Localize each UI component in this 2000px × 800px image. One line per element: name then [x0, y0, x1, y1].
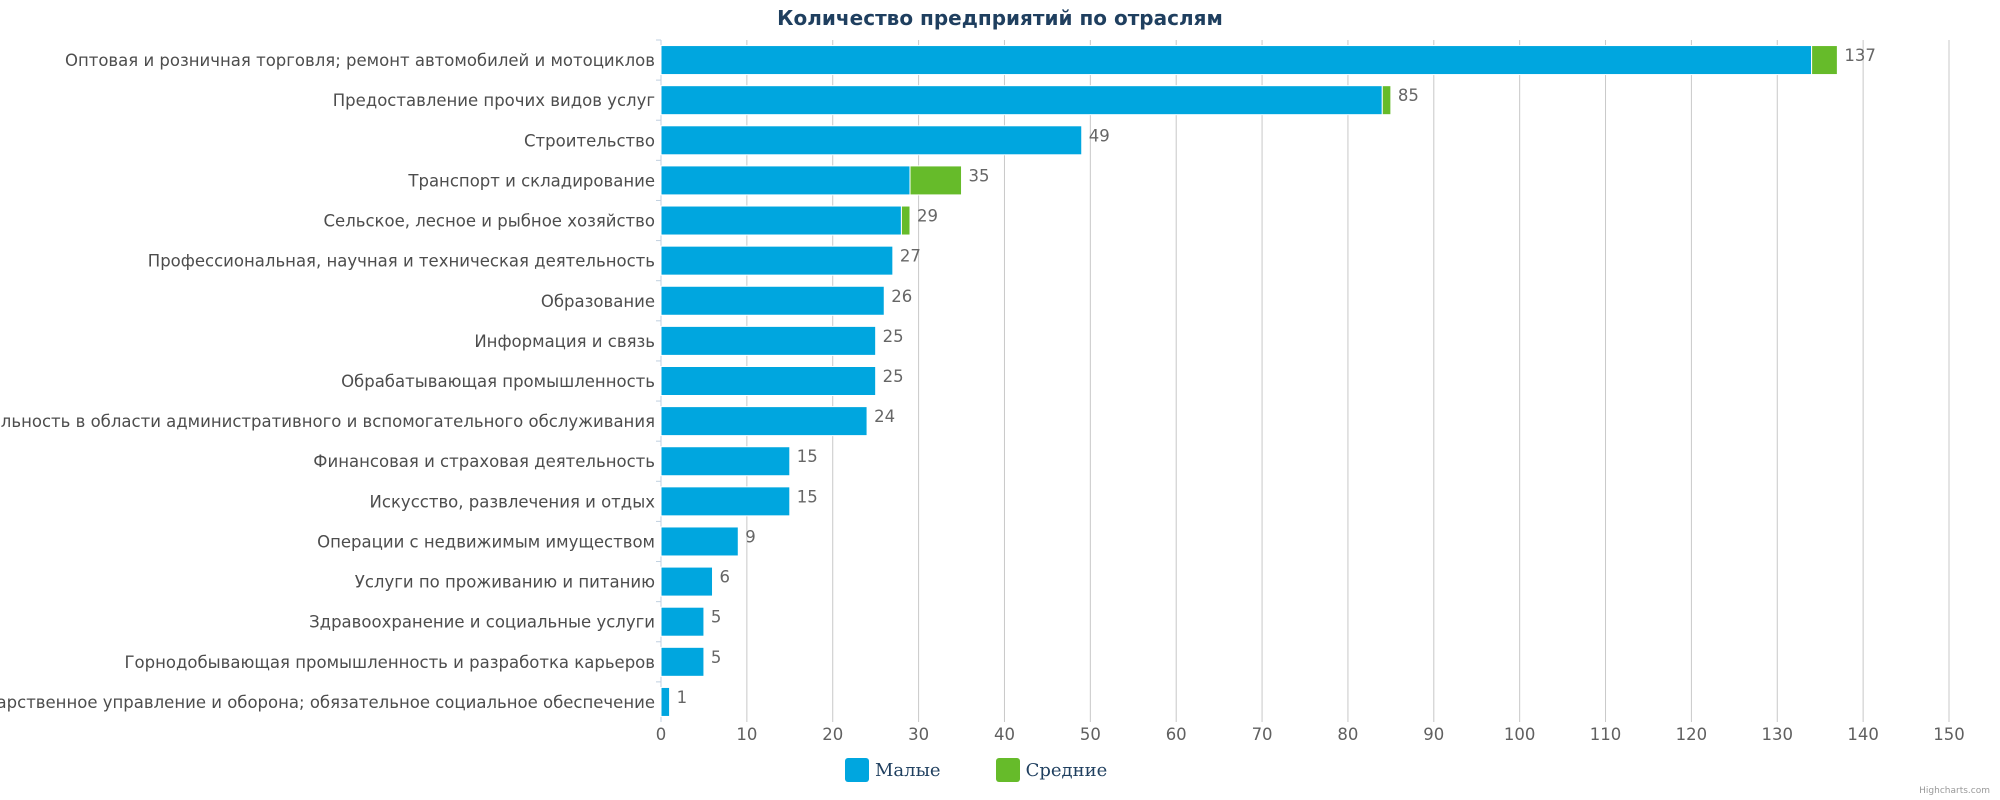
x-tick-label: 130 — [1762, 725, 1794, 744]
data-label: 24 — [874, 407, 895, 426]
legend-label-medium: Средние — [1025, 759, 1108, 781]
data-label: 29 — [917, 207, 938, 226]
bar-small[interactable] — [660, 686, 671, 717]
bar-small[interactable] — [660, 205, 902, 236]
category-label: Деятельность в области административного… — [0, 412, 655, 431]
legend-label-small: Малые — [875, 759, 941, 781]
x-tick-label: 140 — [1847, 725, 1879, 744]
category-label: Информация и связь — [474, 332, 655, 351]
bar-small[interactable] — [660, 486, 791, 517]
x-tick-label: 20 — [822, 725, 843, 744]
x-tick-label: 80 — [1337, 725, 1358, 744]
x-tick-label: 70 — [1252, 725, 1273, 744]
bar-small[interactable] — [660, 285, 885, 316]
legend-swatch-medium — [995, 758, 1020, 782]
category-label: Здравоохранение и социальные услуги — [309, 613, 655, 632]
bar-small[interactable] — [660, 125, 1083, 156]
data-label: 26 — [891, 287, 912, 306]
data-label: 49 — [1089, 126, 1110, 145]
category-label: Услуги по проживанию и питанию — [355, 573, 655, 592]
data-label: 35 — [969, 166, 990, 185]
bar-small[interactable] — [660, 406, 868, 437]
category-label: Сельское, лесное и рыбное хозяйство — [324, 212, 655, 231]
x-tick-label: 40 — [994, 725, 1015, 744]
category-label: Профессиональная, научная и техническая … — [148, 252, 655, 271]
x-tick-label: 30 — [908, 725, 929, 744]
data-label: 5 — [711, 608, 722, 627]
bar-small[interactable] — [660, 245, 894, 276]
legend-swatch-small — [845, 758, 869, 782]
bar-medium[interactable] — [900, 205, 911, 236]
category-label: Государственное управление и оборона; об… — [0, 693, 655, 712]
category-label: Финансовая и страховая деятельность — [313, 452, 655, 471]
x-tick-label: 120 — [1676, 725, 1708, 744]
data-label: 25 — [883, 367, 904, 386]
x-tick-label: 0 — [656, 725, 667, 744]
bar-small[interactable] — [660, 85, 1383, 116]
data-label: 1 — [677, 688, 688, 707]
x-tick-label: 100 — [1504, 725, 1536, 744]
category-label: Горнодобывающая промышленность и разрабо… — [124, 653, 655, 672]
x-tick-label: 60 — [1166, 725, 1187, 744]
x-tick-label: 90 — [1423, 725, 1444, 744]
bar-small[interactable] — [660, 606, 705, 637]
data-label: 6 — [720, 568, 731, 587]
data-label: 15 — [797, 447, 818, 466]
bar-small[interactable] — [660, 325, 877, 356]
category-label: Обрабатывающая промышленность — [341, 372, 655, 391]
bar-small[interactable] — [660, 526, 739, 557]
data-label: 5 — [711, 648, 722, 667]
data-label: 27 — [900, 247, 921, 266]
category-label: Предоставление прочих видов услуг — [333, 91, 655, 110]
legend: Малые Средние — [845, 758, 1107, 782]
x-tick-label: 110 — [1590, 725, 1622, 744]
bar-small[interactable] — [660, 366, 877, 396]
bar-medium[interactable] — [1811, 45, 1838, 76]
category-label: Операции с недвижимым имуществом — [317, 532, 655, 551]
bar-small[interactable] — [660, 45, 1813, 76]
category-label: Транспорт и складирование — [407, 171, 655, 190]
credit-link[interactable]: Highcharts.com — [1919, 786, 1990, 796]
chart-title: Количество предприятий по отраслям — [777, 6, 1223, 30]
bar-small[interactable] — [660, 646, 705, 677]
legend-item-medium[interactable]: Средние — [995, 758, 1108, 782]
category-label: Образование — [541, 292, 655, 311]
data-label: 85 — [1398, 86, 1419, 105]
x-tick-label: 10 — [736, 725, 757, 744]
x-tick-label: 150 — [1933, 725, 1965, 744]
bar-medium[interactable] — [1381, 85, 1392, 116]
legend-item-small[interactable]: Малые — [845, 758, 941, 782]
category-label: Строительство — [524, 131, 655, 150]
bar-small[interactable] — [660, 165, 911, 196]
data-label: 25 — [883, 327, 904, 346]
data-label: 15 — [797, 487, 818, 506]
bar-medium[interactable] — [909, 165, 963, 196]
data-label: 9 — [745, 527, 756, 546]
x-tick-label: 50 — [1080, 725, 1101, 744]
category-label: Оптовая и розничная торговля; ремонт авт… — [65, 51, 655, 70]
bar-small[interactable] — [660, 446, 791, 477]
category-label: Искусство, развлечения и отдых — [370, 492, 656, 511]
bar-small[interactable] — [660, 566, 714, 597]
data-label: 137 — [1844, 46, 1876, 65]
